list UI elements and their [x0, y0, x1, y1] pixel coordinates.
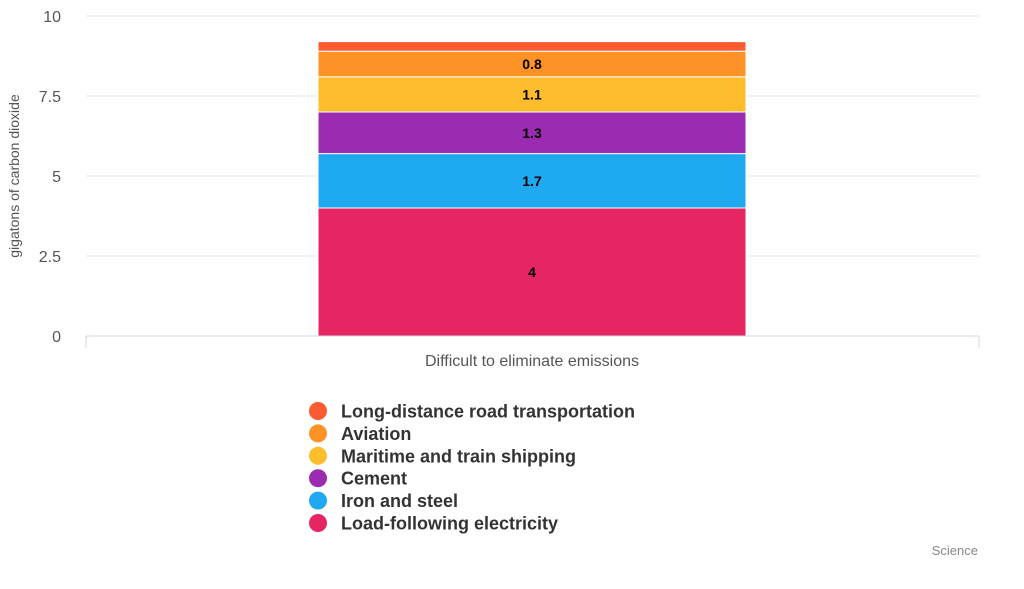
y-tick-label: 5 [52, 169, 61, 186]
legend-label: Maritime and train shipping [341, 446, 576, 466]
data-label-load-following-electricity: 4 [528, 264, 536, 280]
legend-item-iron-and-steel[interactable]: Iron and steel [309, 491, 458, 511]
legend-marker [309, 491, 327, 510]
y-tick-label: 10 [43, 9, 61, 26]
y-axis-ticks: 0 2.5 5 7.5 10 [39, 9, 61, 346]
data-label-aviation: 0.8 [522, 56, 542, 72]
data-label-maritime-and-train-shipping: 1.1 [522, 86, 542, 102]
data-label-cement: 1.3 [522, 125, 542, 141]
legend-marker [309, 424, 327, 443]
credit-text[interactable]: Science [932, 543, 978, 558]
legend-item-aviation[interactable]: Aviation [309, 424, 411, 444]
legend-label: Aviation [341, 424, 411, 444]
legend-label: Iron and steel [341, 491, 458, 511]
x-category-label: Difficult to eliminate emissions [425, 353, 639, 370]
legend-item-load-following-electricity[interactable]: Load-following electricity [309, 514, 558, 534]
bar-segment-maritime-and-train-shipping[interactable] [317, 76, 747, 113]
data-labels: 4 1.7 1.3 1.1 0.8 [522, 56, 542, 280]
bar-segment-aviation[interactable] [317, 50, 747, 78]
bar-segment-cement[interactable] [317, 111, 747, 155]
legend-marker [309, 469, 327, 488]
legend-item-maritime-and-train-shipping[interactable]: Maritime and train shipping [309, 446, 576, 466]
bar-segment-long-distance-road-transportation[interactable] [317, 41, 747, 52]
data-label-iron-and-steel: 1.7 [522, 173, 542, 189]
legend-marker [309, 402, 327, 420]
legend-item-cement[interactable]: Cement [309, 469, 407, 489]
legend-label: Cement [341, 469, 407, 489]
legend-label: Long-distance road transportation [341, 402, 635, 422]
legend: Long-distance road transportationAviatio… [309, 402, 635, 534]
legend-label: Load-following electricity [341, 514, 558, 534]
legend-item-long-distance-road-transportation[interactable]: Long-distance road transportation [309, 402, 635, 422]
y-axis-title: gigatons of carbon dioxide [6, 94, 22, 258]
y-tick-label: 7.5 [39, 89, 61, 106]
legend-marker [309, 446, 327, 465]
y-tick-label: 0 [52, 329, 61, 346]
bar-segment-load-following-electricity[interactable] [317, 207, 747, 337]
bar-segment-iron-and-steel[interactable] [317, 153, 747, 209]
bar-segments [317, 41, 747, 337]
y-tick-label: 2.5 [39, 249, 61, 266]
legend-marker [309, 514, 327, 532]
